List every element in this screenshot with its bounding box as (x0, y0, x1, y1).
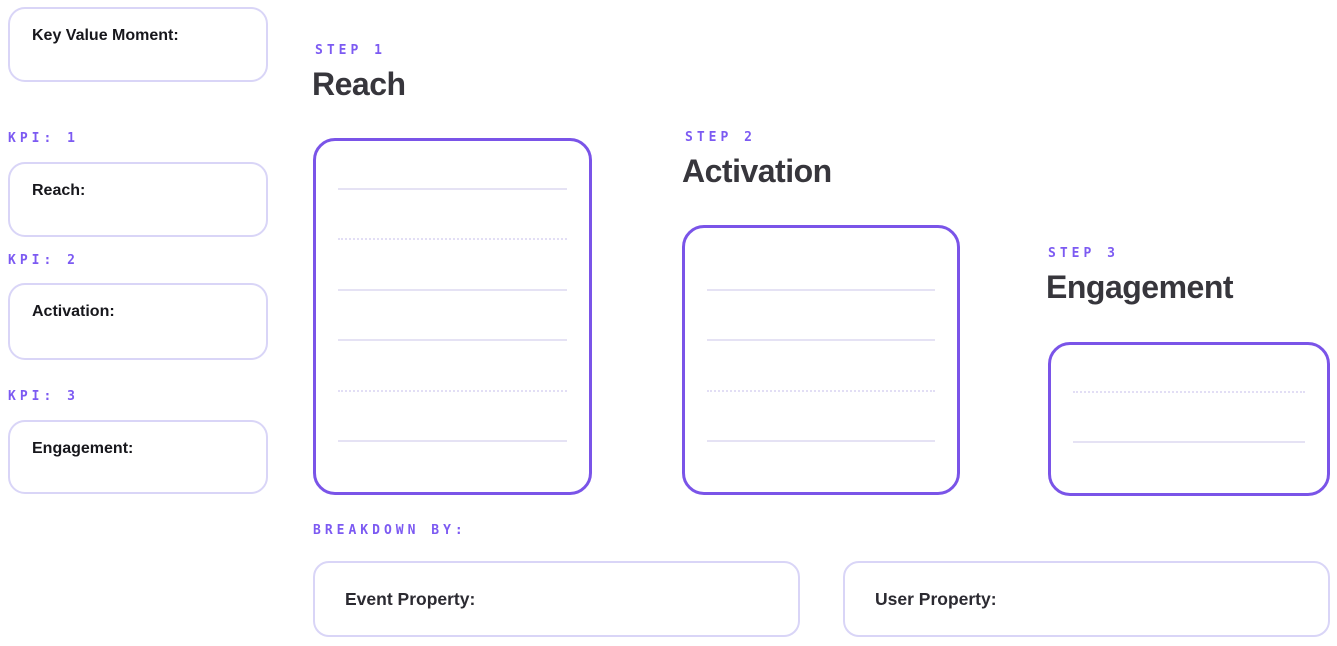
step-2-eyebrow: STEP 2 (685, 130, 756, 145)
note-writing-line (338, 440, 567, 442)
kpi-3-box-label: Engagement: (32, 440, 134, 457)
kpi-3-engagement-box[interactable]: Engagement: (8, 420, 268, 494)
note-writing-line (707, 440, 935, 442)
note-writing-line (1073, 390, 1305, 393)
note-writing-line (338, 238, 567, 240)
note-writing-line (1073, 441, 1305, 443)
kpi-1-box-label: Reach: (32, 182, 86, 199)
event-property-label: Event Property: (345, 588, 476, 609)
step-1-title: Reach (312, 66, 406, 102)
kpi-1-label: KPI: 1 (8, 131, 79, 146)
kpi-1-reach-box[interactable]: Reach: (8, 162, 268, 237)
user-property-label: User Property: (875, 588, 997, 609)
event-property-box[interactable]: Event Property: (313, 561, 800, 637)
kpi-2-activation-box[interactable]: Activation: (8, 283, 268, 360)
breakdown-by-label: BREAKDOWN BY: (313, 523, 467, 538)
note-writing-line (338, 187, 567, 190)
note-writing-line (338, 389, 567, 392)
step-1-eyebrow: STEP 1 (315, 43, 386, 58)
kpi-3-label: KPI: 3 (8, 389, 79, 404)
note-writing-line (707, 389, 935, 392)
kpi-2-label: KPI: 2 (8, 253, 79, 268)
note-writing-line (338, 288, 567, 291)
step-2-note-box[interactable] (682, 225, 960, 495)
key-value-moment-label: Key Value Moment: (32, 27, 179, 44)
note-writing-line (707, 288, 935, 291)
user-property-box[interactable]: User Property: (843, 561, 1330, 637)
note-writing-line (707, 339, 935, 341)
step-3-note-box[interactable] (1048, 342, 1330, 496)
step-1-note-box[interactable] (313, 138, 592, 495)
note-writing-line (338, 339, 567, 341)
key-value-moment-box[interactable]: Key Value Moment: (8, 7, 268, 82)
kpi-2-box-label: Activation: (32, 303, 115, 320)
step-3-title: Engagement (1046, 269, 1234, 305)
step-3-eyebrow: STEP 3 (1048, 246, 1119, 261)
step-2-title: Activation (682, 153, 832, 189)
